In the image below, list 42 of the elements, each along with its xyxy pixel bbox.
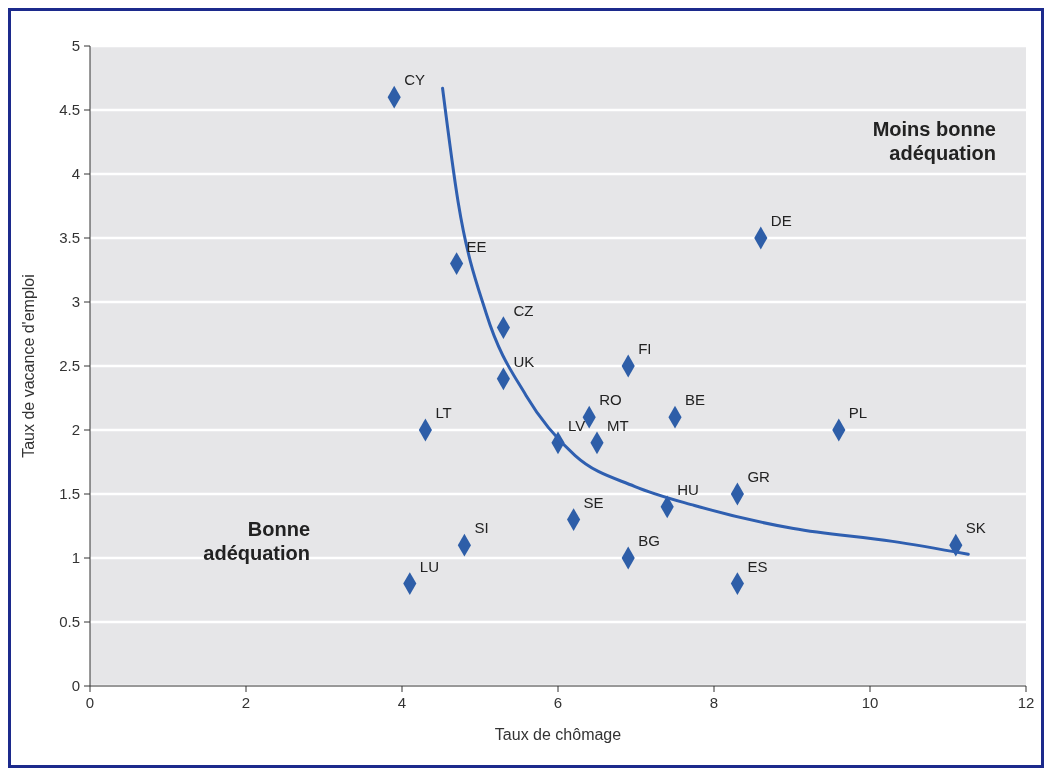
annotation: PL <box>848 404 868 421</box>
x-tick-label: 0 <box>85 694 95 711</box>
annotation: BG <box>638 532 660 549</box>
annotation: SI <box>474 519 489 537</box>
annotation: FI <box>638 340 652 357</box>
y-tick-label: 4.5 <box>59 101 80 118</box>
annotation: MT <box>607 416 629 434</box>
annotation: Bonne adéquation <box>203 518 310 564</box>
annotation: CZ <box>513 301 534 319</box>
y-tick-label: 2 <box>71 421 80 438</box>
annotation: LT <box>435 404 452 421</box>
annotation: Moins bonne adéquation <box>872 118 996 164</box>
y-tick-label: 0 <box>71 677 80 694</box>
x-tick-label: 10 <box>861 694 879 711</box>
x-tick-label: 2 <box>241 694 251 711</box>
x-tick-label: 4 <box>397 694 407 711</box>
annotation: DE <box>770 212 792 229</box>
annotation: HU <box>677 480 699 498</box>
annotation: UK <box>513 352 535 370</box>
x-tick-label: 12 <box>1017 694 1035 711</box>
annotation: RO <box>599 391 622 409</box>
annotation: EE <box>466 237 487 255</box>
y-tick-label: 3 <box>71 293 80 310</box>
annotation: CY <box>404 71 426 89</box>
x-axis-title: Taux de chômage <box>494 726 622 743</box>
y-tick-label: 4 <box>71 165 80 182</box>
annotation: ES <box>747 557 768 575</box>
y-tick-label: 2.5 <box>59 357 80 374</box>
x-tick-label: 8 <box>709 694 719 711</box>
y-axis-title: Taux de vacance d'emploi <box>20 274 37 458</box>
x-tick-label: 6 <box>553 694 563 711</box>
annotation: GR <box>747 468 771 485</box>
y-tick-label: 1.5 <box>59 485 80 502</box>
annotation: SE <box>583 493 604 511</box>
annotation: LV <box>568 416 586 434</box>
y-tick-label: 0.5 <box>59 613 80 630</box>
annotation: BE <box>685 391 706 409</box>
annotation: LU <box>419 557 439 575</box>
y-tick-label: 1 <box>71 549 80 566</box>
y-tick-label: 3.5 <box>59 229 80 246</box>
y-tick-label: 5 <box>71 37 80 54</box>
annotation: SK <box>965 519 986 537</box>
